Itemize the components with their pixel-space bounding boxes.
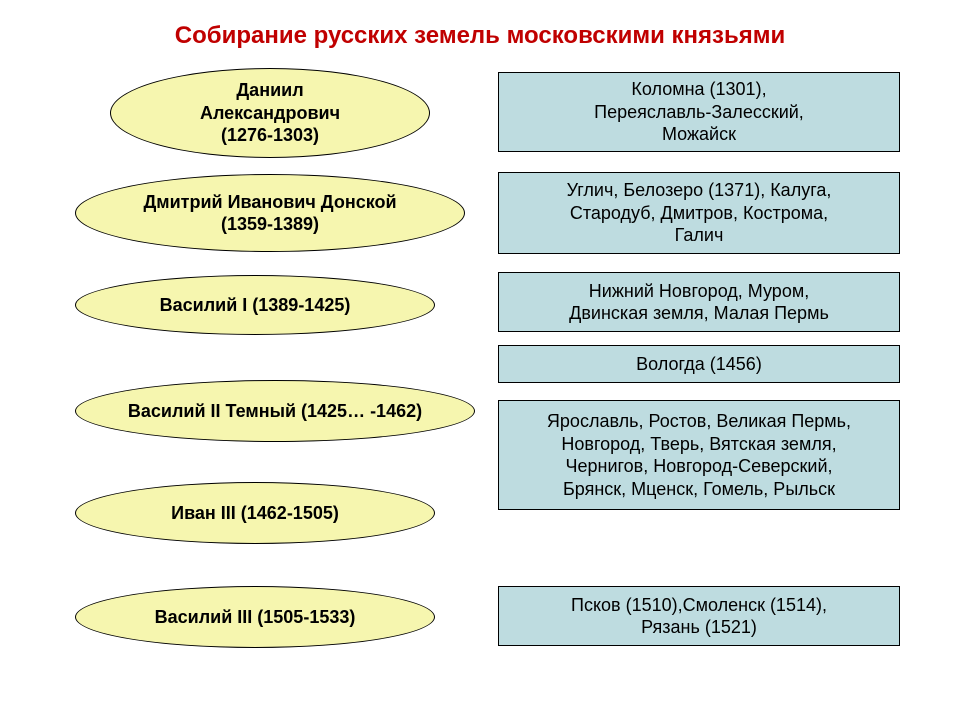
prince-name: Даниил Александрович (1276-1303) [200, 79, 340, 147]
prince-ellipse-3: Василий II Темный (1425… -1462) [75, 380, 475, 442]
territory-text: Ярославль, Ростов, Великая Пермь, Новгор… [547, 410, 851, 500]
prince-name: Василий I (1389-1425) [160, 294, 351, 317]
prince-ellipse-2: Василий I (1389-1425) [75, 275, 435, 335]
territory-text: Вологда (1456) [636, 353, 762, 376]
prince-ellipse-4: Иван III (1462-1505) [75, 482, 435, 544]
prince-name: Василий II Темный (1425… -1462) [128, 400, 422, 423]
territory-text: Псков (1510),Смоленск (1514), Рязань (15… [571, 594, 827, 639]
prince-name: Дмитрий Иванович Донской (1359-1389) [143, 191, 396, 236]
title-text: Собирание русских земель московскими кня… [175, 22, 785, 49]
territory-box-0: Коломна (1301), Переяславль-Залесский, М… [498, 72, 900, 152]
territory-text: Нижний Новгород, Муром, Двинская земля, … [569, 280, 829, 325]
prince-name: Василий III (1505-1533) [155, 606, 356, 629]
territory-text: Коломна (1301), Переяславль-Залесский, М… [594, 78, 804, 146]
territory-text: Углич, Белозеро (1371), Калуга, Стародуб… [567, 179, 832, 247]
prince-ellipse-0: Даниил Александрович (1276-1303) [110, 68, 430, 158]
prince-ellipse-1: Дмитрий Иванович Донской (1359-1389) [75, 174, 465, 252]
territory-box-5: Псков (1510),Смоленск (1514), Рязань (15… [498, 586, 900, 646]
prince-name: Иван III (1462-1505) [171, 502, 339, 525]
territory-box-2: Нижний Новгород, Муром, Двинская земля, … [498, 272, 900, 332]
prince-ellipse-5: Василий III (1505-1533) [75, 586, 435, 648]
territory-box-4: Ярославль, Ростов, Великая Пермь, Новгор… [498, 400, 900, 510]
territory-box-1: Углич, Белозеро (1371), Калуга, Стародуб… [498, 172, 900, 254]
diagram-title: Собирание русских земель московскими кня… [0, 22, 960, 50]
territory-box-3: Вологда (1456) [498, 345, 900, 383]
